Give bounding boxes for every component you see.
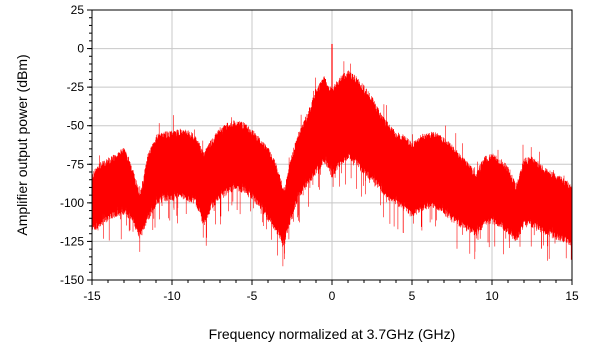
x-axis-label: Frequency normalized at 3.7GHz (GHz)	[209, 326, 456, 342]
x-tick-label: 5	[409, 289, 416, 303]
y-tick-label: -125	[60, 234, 84, 248]
y-tick-label: -150	[60, 273, 84, 287]
x-tick-label: 0	[329, 289, 336, 303]
y-axis-label: Amplifier output power (dBm)	[14, 54, 30, 235]
y-tick-label: -75	[67, 157, 85, 171]
x-tick-label: 15	[565, 289, 579, 303]
y-tick-label: -100	[60, 196, 84, 210]
x-tick-label: 10	[485, 289, 499, 303]
y-tick-label: -25	[67, 80, 85, 94]
y-tick-label: 25	[71, 3, 85, 17]
y-tick-label: -50	[67, 119, 85, 133]
x-tick-label: -10	[163, 289, 181, 303]
data-layer	[91, 43, 573, 267]
y-tick-label: 0	[77, 42, 84, 56]
x-tick-label: -15	[83, 289, 101, 303]
x-tick-label: -5	[247, 289, 258, 303]
